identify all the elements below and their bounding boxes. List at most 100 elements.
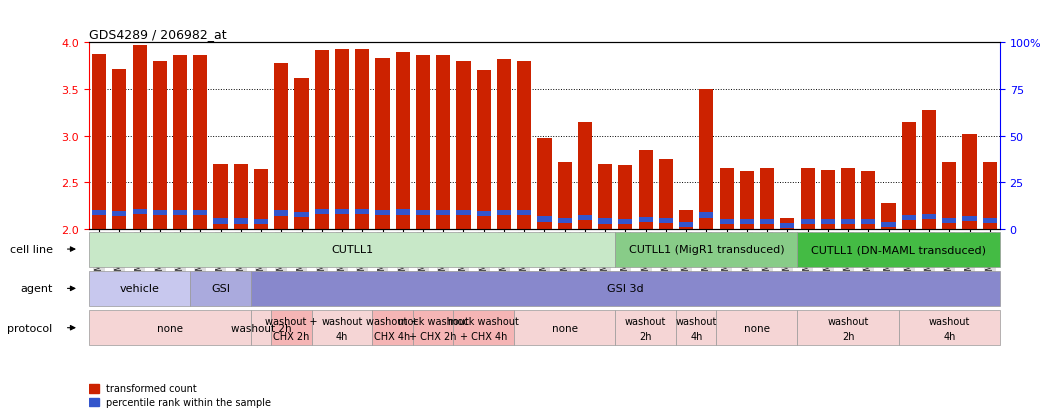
Bar <box>740 171 754 229</box>
Bar <box>882 203 895 229</box>
Bar <box>719 169 734 229</box>
Bar <box>92 55 106 229</box>
Bar <box>680 211 693 229</box>
Bar <box>89 232 616 267</box>
Bar <box>619 219 632 224</box>
Bar <box>983 162 997 229</box>
Bar <box>173 210 187 215</box>
Bar <box>456 62 470 229</box>
Bar <box>453 311 514 345</box>
Bar <box>983 219 997 224</box>
Bar <box>312 311 373 345</box>
Text: washout: washout <box>929 316 970 326</box>
Bar <box>716 311 798 345</box>
Bar <box>376 59 389 229</box>
Text: CUTLL1 (MigR1 transduced): CUTLL1 (MigR1 transduced) <box>628 244 784 254</box>
Bar <box>396 52 409 229</box>
Bar <box>517 211 531 216</box>
Bar <box>416 210 430 215</box>
Bar <box>335 210 349 215</box>
Bar <box>760 169 774 229</box>
Bar <box>578 216 592 221</box>
Bar <box>191 271 251 306</box>
Bar <box>862 171 875 229</box>
Bar <box>517 62 531 229</box>
Bar <box>922 110 936 229</box>
Bar <box>901 122 916 229</box>
Bar <box>598 164 612 229</box>
Text: GSI: GSI <box>211 284 230 294</box>
Text: mock washout: mock washout <box>398 316 469 326</box>
Bar <box>194 55 207 229</box>
Bar <box>514 311 616 345</box>
Bar <box>659 159 673 229</box>
Text: washout: washout <box>321 316 362 326</box>
Bar <box>476 211 491 216</box>
Bar <box>962 134 977 229</box>
Bar <box>396 210 409 215</box>
Text: 4h: 4h <box>943 331 956 341</box>
Bar <box>942 162 956 229</box>
Text: washout +: washout + <box>265 316 317 326</box>
Text: + CHX 4h: + CHX 4h <box>460 331 508 341</box>
Bar <box>274 211 288 216</box>
Bar <box>740 219 754 225</box>
Bar <box>821 219 834 225</box>
Bar <box>194 210 207 215</box>
Text: washout: washout <box>827 316 869 326</box>
Bar <box>922 215 936 220</box>
Bar <box>558 162 572 229</box>
Text: transformed count: transformed count <box>106 384 197 394</box>
Bar <box>719 219 734 224</box>
Bar <box>862 219 875 225</box>
Bar <box>153 62 166 229</box>
Bar <box>578 122 592 229</box>
Text: CUTLL1: CUTLL1 <box>331 244 373 254</box>
Bar <box>112 211 127 216</box>
Text: washout: washout <box>625 316 666 326</box>
Text: none: none <box>552 323 578 333</box>
Bar <box>598 219 612 224</box>
Bar <box>355 50 370 229</box>
Text: 4h: 4h <box>690 331 703 341</box>
Text: vehicle: vehicle <box>119 284 159 294</box>
Bar <box>942 219 956 224</box>
Bar <box>335 50 349 229</box>
Bar <box>112 69 127 229</box>
Bar <box>153 211 166 216</box>
Bar <box>497 60 511 229</box>
Bar <box>798 232 1000 267</box>
Bar <box>437 55 450 229</box>
Bar <box>558 219 572 224</box>
Text: washout: washout <box>675 316 717 326</box>
Text: 2h: 2h <box>842 331 854 341</box>
Bar <box>92 210 106 215</box>
Bar <box>639 218 652 223</box>
Bar <box>616 232 798 267</box>
Bar <box>882 222 895 227</box>
Bar <box>413 311 453 345</box>
Bar <box>680 223 693 228</box>
Bar <box>89 271 191 306</box>
Bar <box>315 51 329 229</box>
Bar <box>416 55 430 229</box>
Bar <box>133 46 147 229</box>
Bar <box>214 219 227 224</box>
Bar <box>271 311 312 345</box>
Bar <box>801 169 815 229</box>
Text: CHX 2h: CHX 2h <box>273 331 310 341</box>
Bar <box>294 212 309 217</box>
Text: 4h: 4h <box>336 331 349 341</box>
Bar <box>821 171 834 229</box>
Bar <box>801 219 815 224</box>
Bar <box>780 223 795 228</box>
Bar <box>294 78 309 229</box>
Bar <box>89 398 99 406</box>
Bar <box>841 219 855 224</box>
Text: percentile rank within the sample: percentile rank within the sample <box>106 397 271 407</box>
Bar <box>780 218 795 229</box>
Text: none: none <box>744 323 770 333</box>
Bar <box>437 210 450 215</box>
Bar <box>373 311 413 345</box>
Bar <box>89 384 99 393</box>
